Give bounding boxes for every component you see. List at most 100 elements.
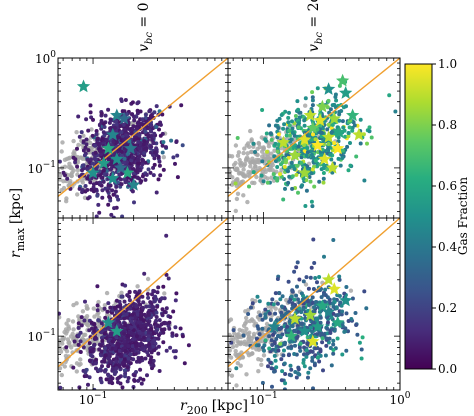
halo-point <box>152 162 157 167</box>
halo-point <box>173 298 178 303</box>
gray-halo-point <box>19 367 23 371</box>
halo-point <box>267 123 272 128</box>
halo-point <box>64 345 69 350</box>
halo-point <box>122 339 127 344</box>
gray-halo-point <box>119 290 124 295</box>
halo-point <box>100 338 105 343</box>
gray-halo-point <box>229 182 235 187</box>
gray-halo-point <box>263 326 268 331</box>
halo-point <box>142 139 147 144</box>
gray-halo-point <box>38 375 42 379</box>
gray-halo-point <box>74 369 80 374</box>
halo-point <box>308 275 313 280</box>
gray-halo-point <box>254 157 259 163</box>
halo-point <box>294 265 299 270</box>
halo-point <box>334 306 339 311</box>
gray-halo-point <box>234 383 239 388</box>
halo-point <box>286 169 290 174</box>
halo-point <box>287 123 292 128</box>
halo-point <box>271 172 276 177</box>
halo-point <box>269 338 274 343</box>
gray-halo-point <box>188 204 192 208</box>
halo-point <box>279 113 284 117</box>
halo-point <box>313 137 318 142</box>
halo-point <box>306 370 311 375</box>
halo-point <box>95 136 100 141</box>
halo-point <box>272 154 277 159</box>
halo-point <box>80 168 84 173</box>
halo-point <box>352 123 357 128</box>
gray-halo-point <box>52 319 56 323</box>
halo-point <box>268 360 273 365</box>
halo-point <box>154 318 159 323</box>
halo-point <box>151 344 156 349</box>
halo-point <box>346 131 351 135</box>
halo-point <box>139 355 144 360</box>
gray-halo-point <box>245 199 250 205</box>
halo-point <box>277 116 282 121</box>
panel-bottom-right <box>200 218 400 390</box>
halo-point <box>130 344 135 349</box>
gray-halo-point <box>245 151 250 156</box>
halo-point <box>158 133 163 138</box>
halo-point <box>302 364 307 369</box>
halo-point <box>136 139 141 144</box>
halo-point <box>173 355 178 360</box>
halo-point <box>269 366 274 371</box>
halo-point <box>72 339 77 344</box>
halo-point <box>113 189 118 194</box>
halo-point <box>134 343 139 348</box>
halo-point <box>278 297 283 302</box>
gray-halo-point <box>260 149 265 154</box>
star-marker <box>303 308 317 321</box>
gray-halo-point <box>270 162 275 168</box>
halo-point <box>80 163 85 168</box>
halo-point <box>283 372 288 376</box>
halo-point <box>311 237 316 242</box>
gray-halo-point <box>269 175 274 180</box>
halo-point <box>267 346 272 351</box>
halo-point <box>289 367 294 372</box>
gray-halo-point <box>63 199 69 204</box>
star-marker <box>315 99 329 113</box>
halo-point <box>123 98 128 102</box>
gray-halo-point <box>221 346 225 350</box>
halo-point <box>174 291 179 296</box>
halo-point <box>140 117 145 122</box>
halo-point <box>331 342 336 347</box>
halo-point <box>337 274 342 279</box>
halo-point <box>130 127 135 132</box>
halo-point <box>315 164 320 169</box>
gray-halo-point <box>256 369 261 374</box>
gray-halo-point <box>236 150 242 155</box>
halo-point <box>155 304 160 309</box>
halo-point <box>277 157 281 162</box>
gray-halo-point <box>216 344 220 348</box>
halo-point <box>157 299 162 304</box>
gray-halo-point <box>70 331 75 337</box>
star-marker <box>101 315 116 329</box>
halo-point <box>268 318 273 322</box>
halo-point <box>340 352 345 357</box>
halo-point <box>255 324 260 329</box>
halo-point <box>156 336 161 341</box>
halo-point <box>331 311 336 316</box>
gray-halo-point <box>219 350 223 354</box>
halo-point <box>337 112 342 117</box>
halo-point <box>304 348 309 353</box>
halo-point <box>337 277 342 282</box>
halo-point <box>122 127 127 132</box>
halo-point <box>98 180 103 185</box>
halo-point <box>251 170 256 175</box>
colorbar-tick-label: 0.2 <box>438 301 457 315</box>
halo-point <box>273 159 278 164</box>
gray-halo-point <box>38 188 42 192</box>
halo-point <box>313 300 318 304</box>
halo-point <box>93 361 98 366</box>
gray-halo-point <box>241 193 246 198</box>
gray-halo-point <box>248 352 254 357</box>
gray-halo-point <box>70 319 76 324</box>
halo-point <box>76 342 81 347</box>
gray-halo-point <box>200 335 204 339</box>
halo-point <box>328 346 333 350</box>
